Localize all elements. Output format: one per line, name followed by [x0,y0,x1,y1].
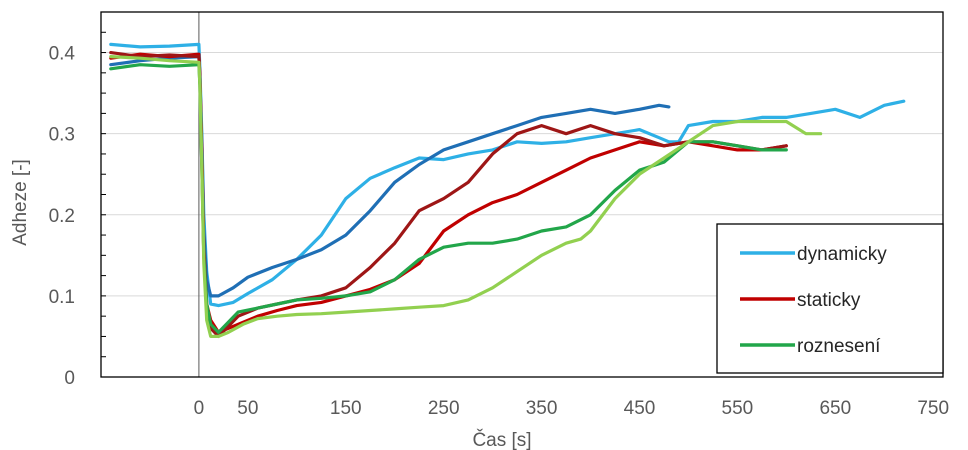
y-tick-label: 0 [64,368,75,389]
legend-label-staticky: staticky [797,290,861,311]
legend-label-roznesení: roznesení [797,336,881,357]
x-tick-label: 750 [917,398,949,419]
y-tick-label: 0.4 [49,44,76,65]
x-tick-label: 150 [330,398,362,419]
x-tick-label: 0 [194,398,205,419]
x-tick-label: 450 [624,398,656,419]
legend: dynamicky staticky roznesení [716,223,944,374]
x-axis-title: Čas [s] [472,429,531,450]
legend-label-dynamicky: dynamicky [797,244,887,265]
x-tick-label: 250 [428,398,460,419]
x-tick-label: 350 [526,398,558,419]
x-tick-label: 550 [722,398,754,419]
tick-marks [101,11,106,378]
x-tick-label: 50 [237,398,258,419]
y-tick-label: 0.2 [49,206,75,227]
y-axis-title: Adheze [-] [10,159,31,246]
y-tick-label: 0.1 [49,287,75,308]
series-lines [109,42,906,338]
series-line-5 [109,54,823,338]
tick-labels: 0 0.1 0.2 0.3 0.4 0 50 150 250 350 450 550 650 750 [49,44,949,419]
x-tick-label: 650 [819,398,851,419]
y-tick-label: 0.3 [49,125,75,146]
